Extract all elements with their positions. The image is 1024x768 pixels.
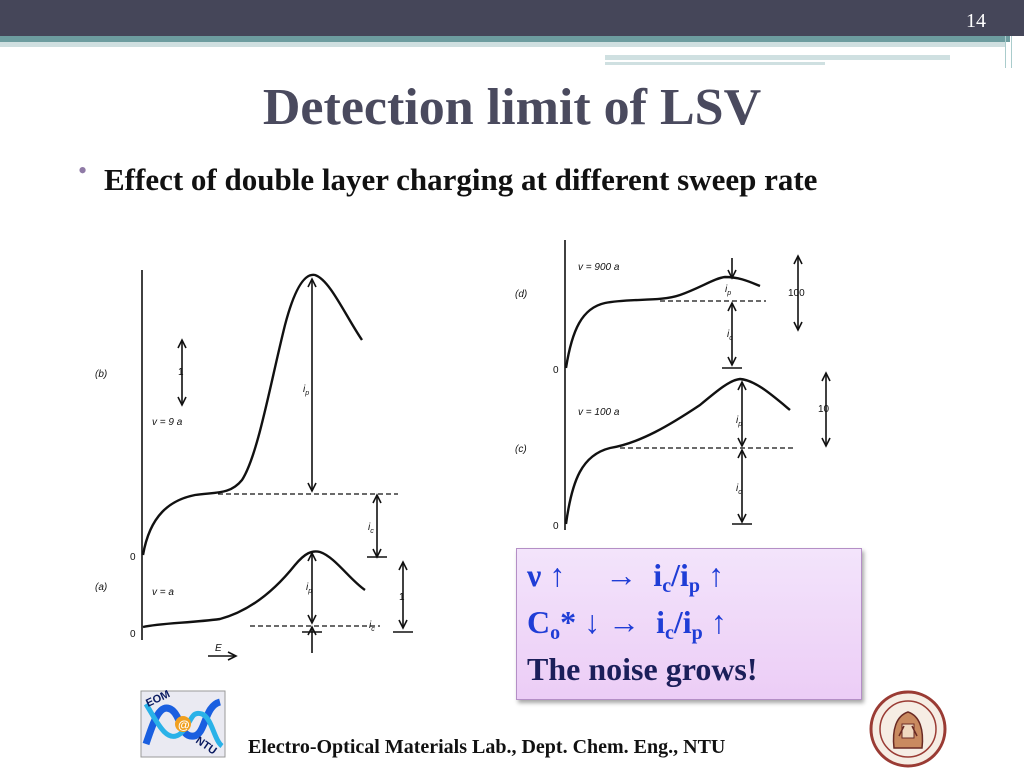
accent-stripe-right-short bbox=[605, 62, 825, 65]
panel-a-ic: ic bbox=[369, 620, 375, 633]
university-seal bbox=[869, 690, 947, 768]
note-line-2: Co* ↓ → ic/ip ↑ bbox=[527, 604, 727, 644]
accent-vline bbox=[1005, 36, 1006, 68]
figure-left[interactable]: (b) 1 v = 9 a 0 ip ic (a) v = a 1 0 ip i… bbox=[90, 265, 420, 665]
panel-d-scale: 100 bbox=[788, 288, 805, 299]
curve-b bbox=[141, 273, 363, 556]
curve-a bbox=[142, 550, 366, 629]
x-axis-label: E bbox=[215, 643, 222, 654]
panel-c-zero: 0 bbox=[553, 521, 559, 532]
panel-a-scale: 1 bbox=[399, 592, 405, 603]
panel-b-label: (b) bbox=[95, 369, 107, 380]
panel-b-ip: ip bbox=[303, 384, 309, 397]
panel-d-ic: ic bbox=[727, 329, 733, 342]
accent-stripe-light bbox=[0, 42, 1005, 47]
panel-b-zero: 0 bbox=[130, 552, 136, 563]
curve-c bbox=[564, 377, 791, 525]
panel-d-label: (d) bbox=[515, 289, 527, 300]
footer-text: Electro-Optical Materials Lab., Dept. Ch… bbox=[248, 736, 726, 758]
note-box[interactable]: ν ↑ → ic/ip ↑ Co* ↓ → ic/ip ↑ The noise … bbox=[516, 548, 862, 700]
panel-c-rate: v = 100 a bbox=[578, 407, 620, 418]
accent-stripe-right bbox=[605, 55, 950, 60]
panel-c-scale: 10 bbox=[818, 404, 830, 415]
accent-stripe bbox=[0, 36, 1010, 42]
panel-a-rate: v = a bbox=[152, 587, 174, 598]
bullet-icon: • bbox=[78, 156, 88, 185]
page-number: 14 bbox=[966, 10, 986, 32]
note-line-1: ν ↑ → ic/ip ↑ bbox=[527, 557, 724, 597]
panel-b-rate: v = 9 a bbox=[152, 417, 183, 428]
panel-b-ic: ic bbox=[368, 522, 374, 535]
bullet-text[interactable]: Effect of double layer charging at diffe… bbox=[104, 162, 818, 197]
note-line-3: The noise grows! bbox=[527, 651, 758, 687]
panel-d-rate: v = 900 a bbox=[578, 262, 620, 273]
panel-d-ip: ip bbox=[725, 284, 731, 297]
top-bar bbox=[0, 0, 1024, 36]
panel-c-ip: ip bbox=[736, 415, 742, 428]
curve-d bbox=[564, 275, 761, 369]
panel-c-label: (c) bbox=[515, 444, 527, 455]
accent-vline bbox=[1011, 36, 1012, 68]
slide-title[interactable]: Detection limit of LSV bbox=[262, 79, 762, 136]
figure-right[interactable]: (d) v = 900 a 100 0 ip ic (c) v = 100 a … bbox=[510, 240, 840, 535]
panel-a-label: (a) bbox=[95, 582, 107, 593]
panel-a-zero: 0 bbox=[130, 629, 136, 640]
panel-b-scale: 1 bbox=[178, 367, 184, 378]
panel-a-ip: ip bbox=[306, 582, 312, 595]
lab-logo: EOM @ NTU bbox=[140, 690, 226, 758]
svg-text:@: @ bbox=[178, 718, 190, 732]
panel-d-zero: 0 bbox=[553, 365, 559, 376]
panel-c-ic: ic bbox=[736, 483, 742, 496]
